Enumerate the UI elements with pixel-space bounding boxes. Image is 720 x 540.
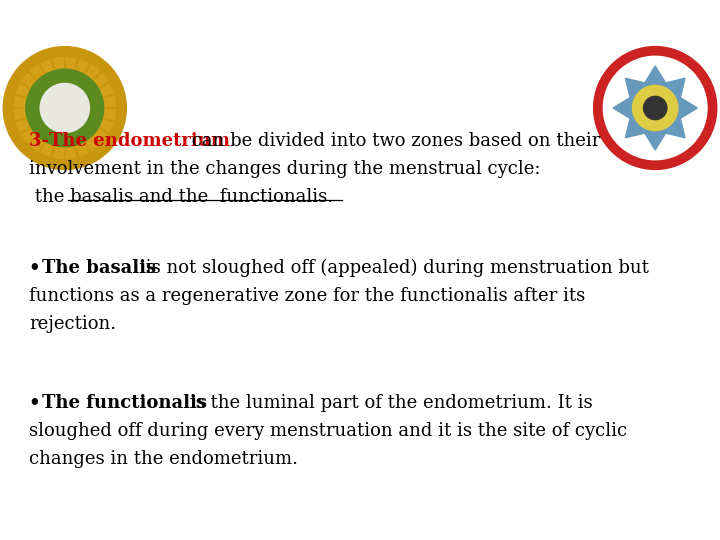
Circle shape xyxy=(14,58,115,158)
Text: sloughed off during every menstruation and it is the site of cyclic: sloughed off during every menstruation a… xyxy=(29,422,627,440)
Circle shape xyxy=(603,56,707,160)
Circle shape xyxy=(26,69,104,147)
Text: The functionalis: The functionalis xyxy=(42,394,207,412)
Polygon shape xyxy=(613,66,698,150)
Text: functions as a regenerative zone for the functionalis after its: functions as a regenerative zone for the… xyxy=(29,287,585,305)
Text: changes in the endometrium.: changes in the endometrium. xyxy=(29,450,298,468)
Text: •: • xyxy=(29,259,40,277)
Circle shape xyxy=(594,46,717,170)
Text: rejection.: rejection. xyxy=(29,315,116,333)
Circle shape xyxy=(633,85,678,131)
Text: The endometrium: The endometrium xyxy=(49,132,230,150)
Text: can be divided into two zones based on their: can be divided into two zones based on t… xyxy=(186,132,600,150)
Text: The basalis: The basalis xyxy=(42,259,156,277)
Text: is the luminal part of the endometrium. It is: is the luminal part of the endometrium. … xyxy=(184,394,593,412)
Text: 3-: 3- xyxy=(29,132,55,150)
Circle shape xyxy=(40,84,89,132)
Circle shape xyxy=(4,46,127,170)
Text: involvement in the changes during the menstrual cycle:: involvement in the changes during the me… xyxy=(29,160,540,178)
Text: is not sloughed off (appealed) during menstruation but: is not sloughed off (appealed) during me… xyxy=(140,259,649,278)
Text: the basalis and the  functionalis.: the basalis and the functionalis. xyxy=(29,188,333,206)
Circle shape xyxy=(644,96,667,120)
Text: •: • xyxy=(29,394,40,412)
